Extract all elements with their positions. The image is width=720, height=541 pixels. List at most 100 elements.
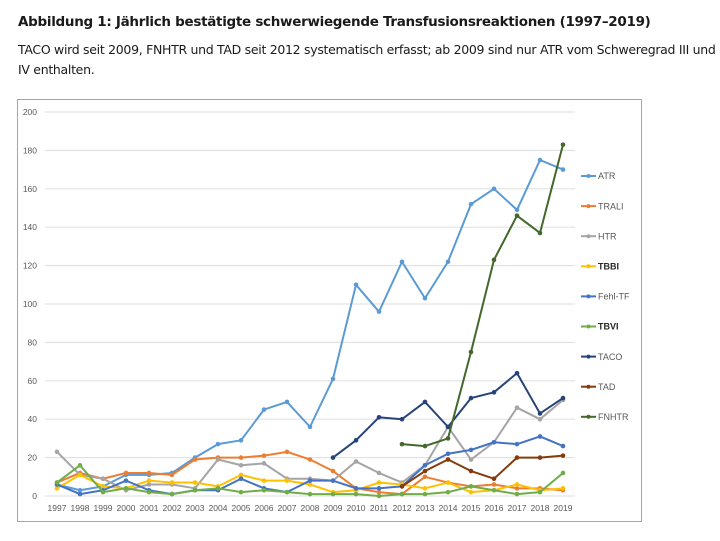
data-point — [77, 462, 83, 468]
data-point — [169, 491, 175, 497]
data-point — [284, 399, 290, 405]
data-point — [330, 468, 336, 474]
data-point — [491, 390, 497, 395]
legend-label: FNHTR — [598, 412, 629, 422]
data-point — [146, 470, 152, 476]
x-tick-label: 2010 — [347, 503, 366, 513]
data-point — [376, 486, 382, 491]
data-point — [422, 462, 428, 468]
data-point — [307, 491, 313, 497]
data-point — [468, 457, 474, 462]
y-tick-label: 120 — [23, 261, 37, 271]
data-point — [330, 455, 336, 460]
data-point — [376, 414, 382, 420]
data-point — [491, 257, 497, 263]
legend-label: ATR — [598, 171, 616, 181]
x-tick-label: 2012 — [393, 503, 412, 513]
data-point — [445, 436, 451, 441]
data-point — [376, 493, 382, 499]
data-point — [468, 395, 474, 401]
y-tick-label: 60 — [28, 376, 38, 386]
data-point — [307, 424, 313, 430]
data-point — [537, 455, 543, 460]
data-point — [399, 416, 405, 422]
data-point — [445, 480, 451, 485]
legend-marker — [586, 384, 591, 389]
legend-marker — [586, 324, 591, 329]
x-axis-ticks: 1997 1998 1999 2000 2001 2002 2003 2004 2005 2006… — [48, 503, 573, 513]
data-point — [353, 491, 359, 497]
x-tick-label: 2002 — [163, 503, 182, 513]
series-taco — [330, 370, 566, 460]
data-point — [422, 491, 428, 497]
data-point — [261, 478, 267, 483]
data-point — [445, 457, 451, 462]
y-tick-label: 180 — [23, 145, 37, 155]
x-tick-label: 2008 — [301, 503, 320, 513]
data-point — [445, 451, 451, 457]
legend-marker — [586, 204, 591, 209]
legend-label: TACO — [598, 352, 622, 362]
x-tick-label: 2018 — [531, 503, 550, 513]
legend-item: TAD — [581, 382, 616, 392]
x-tick-label: 2005 — [232, 503, 251, 513]
data-point — [100, 484, 106, 489]
data-point — [445, 259, 451, 265]
series-htr — [54, 397, 566, 493]
data-point — [376, 470, 382, 476]
data-point — [422, 474, 428, 480]
data-point — [353, 486, 359, 491]
data-point — [468, 489, 474, 495]
chart-frame — [17, 99, 642, 522]
y-tick-label: 80 — [28, 337, 38, 347]
x-tick-label: 2011 — [370, 503, 389, 513]
legend-item: TBBI — [581, 262, 619, 272]
legend: ATR TRALI HTR TBBI Fehl-TF TBVI TACO TAD FNHTR — [581, 171, 630, 422]
legend-marker — [586, 174, 591, 178]
x-tick-label: 2019 — [554, 503, 573, 513]
data-point — [123, 470, 129, 476]
legend-label: Fehl-TF — [598, 292, 630, 302]
data-point — [261, 487, 267, 493]
data-point — [54, 486, 60, 491]
legend-marker — [586, 414, 591, 419]
data-point — [307, 457, 313, 462]
data-point — [514, 405, 520, 410]
data-point — [445, 424, 451, 430]
series-tbbi — [54, 472, 566, 495]
data-point — [491, 476, 497, 482]
data-point — [399, 441, 405, 447]
data-point — [353, 282, 359, 288]
x-tick-label: 1999 — [94, 503, 113, 513]
data-point — [330, 376, 336, 382]
legend-marker — [586, 234, 591, 239]
data-point — [422, 486, 428, 491]
data-point — [560, 142, 566, 147]
data-point — [261, 453, 267, 458]
data-point — [353, 438, 359, 443]
legend-label: HTR — [598, 231, 617, 241]
y-tick-label: 100 — [23, 299, 37, 309]
data-point — [330, 478, 336, 483]
data-point — [77, 487, 83, 493]
x-tick-label: 2001 — [140, 503, 159, 513]
data-point — [560, 486, 566, 491]
data-point — [399, 491, 405, 497]
series-line — [332, 372, 564, 459]
x-tick-label: 2007 — [278, 503, 297, 513]
data-point — [284, 449, 290, 455]
figure-title: Abbildung 1: Jährlich bestätigte schwerw… — [18, 14, 651, 30]
data-point — [491, 482, 497, 487]
legend-marker — [586, 354, 591, 359]
data-point — [514, 491, 520, 497]
data-point — [514, 207, 520, 213]
data-point — [100, 489, 106, 495]
x-tick-label: 2006 — [255, 503, 274, 513]
data-point — [514, 441, 520, 447]
data-point — [491, 186, 497, 192]
figure-caption: TACO wird seit 2009, FNHTR und TAD seit … — [18, 42, 716, 77]
data-point — [192, 487, 198, 493]
data-point — [399, 484, 405, 489]
x-tick-label: 2004 — [209, 503, 228, 513]
data-point — [376, 309, 382, 314]
